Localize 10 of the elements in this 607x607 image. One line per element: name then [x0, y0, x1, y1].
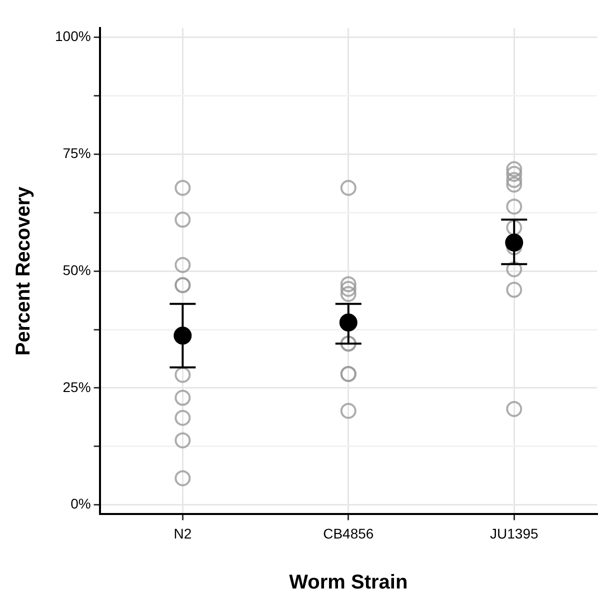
y-axis-title: Percent Recovery	[12, 186, 35, 356]
y-tick-label: 75%	[62, 145, 91, 162]
x-tick-label: JU1395	[490, 525, 538, 542]
y-tick-label: 100%	[54, 28, 91, 44]
y-tick-label: 25%	[62, 378, 91, 395]
x-tick-label: CB4856	[323, 525, 374, 542]
y-tick-label: 50%	[62, 262, 91, 278]
x-tick-label: N2	[174, 525, 192, 542]
y-tick-label: 0%	[70, 496, 91, 512]
x-axis-title: Worm Strain	[289, 572, 408, 594]
